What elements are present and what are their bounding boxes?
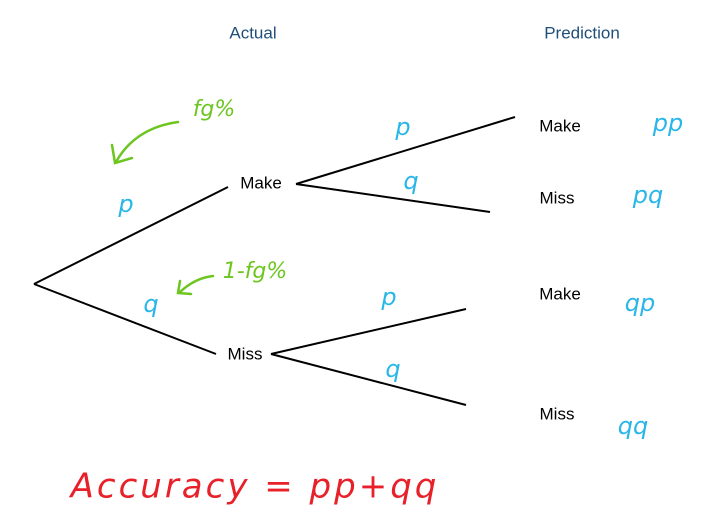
node-label: Make xyxy=(240,173,282,192)
annotation-arrow xyxy=(176,274,215,296)
outcome-probability: pp xyxy=(652,109,683,137)
annotation-arrow xyxy=(110,120,180,165)
branch-label: q xyxy=(385,355,400,383)
outcome-probability: qq xyxy=(618,412,648,440)
branch-label: p xyxy=(117,190,133,218)
edge xyxy=(33,283,217,355)
header-prediction: Prediction xyxy=(544,23,620,42)
outcome-probability: pq xyxy=(632,181,663,209)
outcome-label: Make xyxy=(539,116,581,135)
outcome-label: Miss xyxy=(540,404,575,423)
edge xyxy=(295,183,491,213)
branch-label: q xyxy=(403,167,418,195)
branch-label: q xyxy=(143,290,158,318)
node-label: Miss xyxy=(228,344,263,363)
header-actual: Actual xyxy=(229,23,276,42)
outcome-label: Make xyxy=(539,284,581,303)
outcome-label: Miss xyxy=(540,188,575,207)
annotation: fg% xyxy=(193,97,236,122)
edge xyxy=(270,353,467,406)
branch-label: p xyxy=(380,283,396,311)
edge xyxy=(33,186,229,285)
formula: Accuracy = pp+qq xyxy=(69,467,440,507)
edge xyxy=(270,308,467,355)
branch-label: p xyxy=(394,113,410,141)
edge xyxy=(295,116,516,185)
annotation: 1-fg% xyxy=(223,259,288,284)
outcome-probability: qp xyxy=(625,289,655,317)
